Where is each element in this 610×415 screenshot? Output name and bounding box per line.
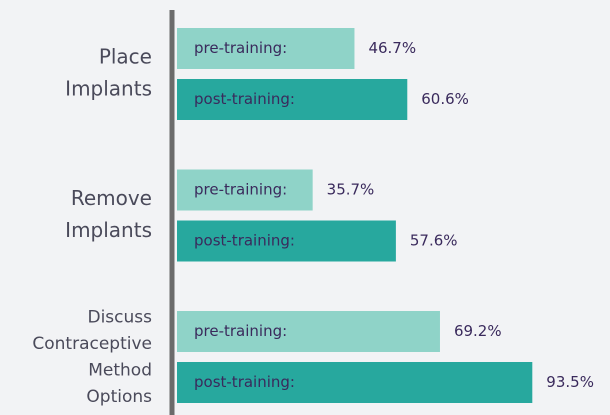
category-label: Discuss <box>87 307 152 327</box>
category-label: Options <box>86 387 152 407</box>
bar-series-label: pre-training: <box>194 39 287 57</box>
category-label: Implants <box>65 77 152 101</box>
category-label: Contraceptive <box>32 334 152 354</box>
bar <box>177 311 440 352</box>
bar <box>177 220 396 262</box>
value-label: 60.6% <box>421 90 469 108</box>
bar <box>177 28 355 69</box>
bar-series-label: pre-training: <box>194 181 287 199</box>
bar-series-label: post-training: <box>194 373 295 391</box>
value-label: 93.5% <box>546 373 594 391</box>
bar <box>177 79 408 120</box>
value-label: 46.7% <box>368 39 416 57</box>
category-label: Implants <box>65 218 152 242</box>
bar-series-label: pre-training: <box>194 322 287 340</box>
bar <box>177 169 313 211</box>
category-label: Remove <box>71 186 152 210</box>
value-label: 69.2% <box>454 322 502 340</box>
bar <box>177 362 533 403</box>
value-label: 57.6% <box>410 232 458 250</box>
value-label: 35.7% <box>327 181 375 199</box>
category-label: Method <box>88 360 152 380</box>
category-label: Place <box>99 45 152 69</box>
bar-series-label: post-training: <box>194 90 295 108</box>
bar-series-label: post-training: <box>194 232 295 250</box>
